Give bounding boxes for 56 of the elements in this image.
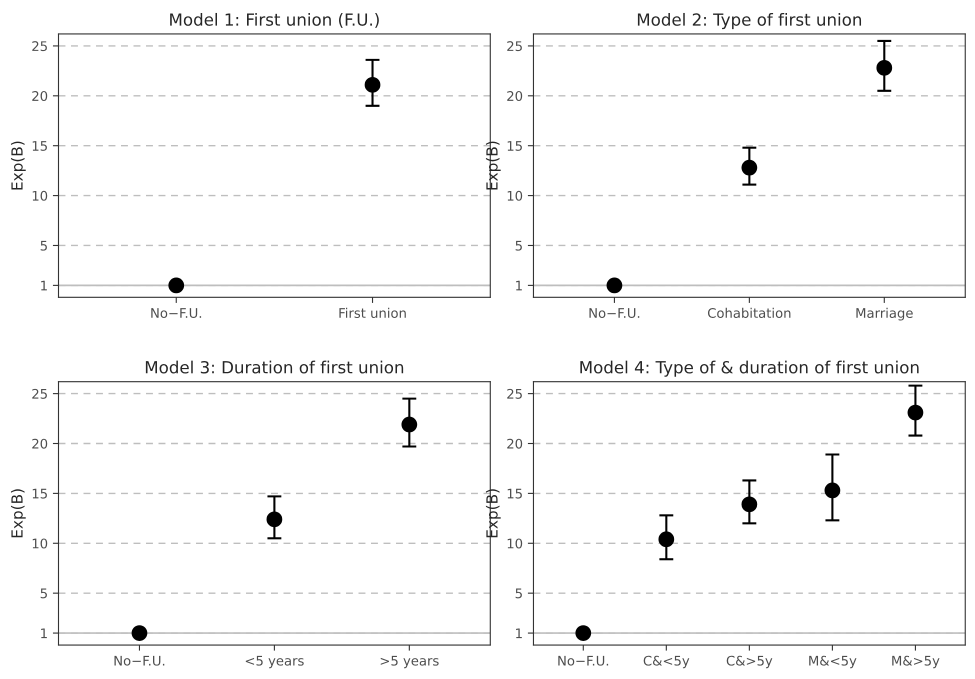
- y-tick-label: 15: [508, 141, 522, 151]
- point: [266, 511, 282, 528]
- y-tick-label: 5: [516, 588, 522, 598]
- y-tick-label: 20: [507, 438, 522, 449]
- point: [741, 160, 758, 176]
- y-tick-label: 20: [507, 91, 522, 102]
- x-tick-label: No−F.U.: [114, 656, 164, 666]
- point: [908, 404, 924, 420]
- point: [575, 625, 592, 641]
- y-tick-label: 1: [516, 628, 522, 638]
- point: [876, 60, 892, 76]
- point: [132, 625, 148, 641]
- y-tick-label: 25: [32, 388, 47, 399]
- x-tick-label: C&<5y: [644, 656, 690, 668]
- y-tick-label: 10: [32, 538, 48, 548]
- x-tick-label: M&>5y: [892, 656, 940, 668]
- y-axis-title: Exp(B): [10, 142, 26, 190]
- y-tick-label: 1: [516, 280, 522, 290]
- y-tick-label: 25: [507, 388, 522, 399]
- x-tick-label: First union: [339, 308, 406, 318]
- y-tick-label: 15: [32, 488, 47, 499]
- y-tick-label: 1: [41, 280, 47, 290]
- y-tick-label: 5: [40, 240, 47, 251]
- y-tick-label: 10: [508, 538, 522, 548]
- chart-title: Model 3: Duration of first union: [146, 360, 404, 374]
- y-axis-title: Exp(B): [486, 489, 501, 538]
- point: [606, 278, 622, 294]
- y-tick-label: 25: [507, 41, 522, 52]
- chart-title: Model 1: First union (F.U.): [170, 12, 379, 28]
- x-tick-label: <5 years: [246, 656, 304, 668]
- point: [741, 496, 758, 512]
- x-tick-label: Marriage: [856, 308, 913, 321]
- y-axis-title: Exp(B): [10, 489, 26, 538]
- y-tick-label: 1: [41, 628, 47, 638]
- x-tick-label: >5 years: [380, 656, 439, 668]
- x-tick-label: M&<5y: [809, 656, 856, 668]
- x-tick-label: No−F.U.: [589, 308, 640, 318]
- y-tick-label: 5: [40, 588, 47, 598]
- x-tick-label: Cohabitation: [708, 308, 790, 318]
- x-tick-label: No−F.U.: [151, 308, 202, 318]
- y-tick-label: 10: [508, 190, 522, 201]
- y-tick-label: 15: [508, 488, 522, 499]
- y-axis-title: Exp(B): [486, 142, 501, 190]
- y-tick-label: 20: [32, 91, 48, 102]
- y-tick-label: 25: [32, 41, 47, 52]
- chart-title: Model 2: Type of first union: [638, 12, 862, 30]
- point: [658, 531, 674, 548]
- y-tick-label: 15: [32, 141, 47, 151]
- y-tick-label: 20: [32, 438, 48, 449]
- y-tick-label: 5: [516, 240, 522, 251]
- x-tick-label: No−F.U.: [558, 656, 608, 666]
- y-tick-label: 10: [32, 190, 48, 201]
- point: [824, 482, 840, 498]
- chart-title: Model 4: Type of & duration of first union: [580, 360, 919, 377]
- point: [401, 416, 418, 432]
- x-tick-label: C&>5y: [726, 656, 772, 668]
